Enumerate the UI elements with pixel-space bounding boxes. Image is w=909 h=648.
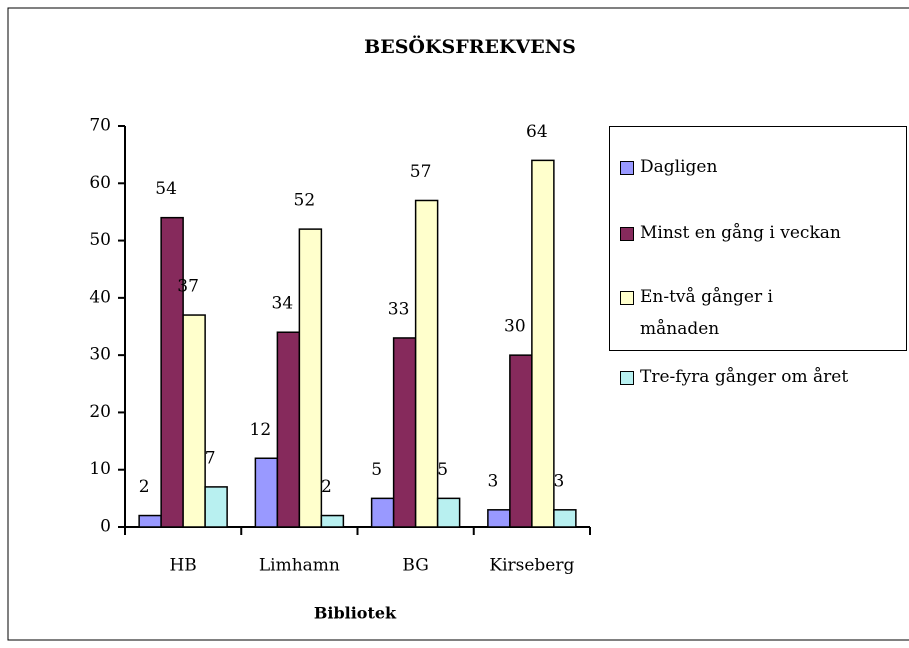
bar: [254, 457, 279, 528]
bar: [182, 314, 206, 528]
data-label: 52: [294, 191, 316, 211]
y-tick-label: 0: [100, 517, 111, 537]
data-label: 12: [250, 420, 272, 440]
bar: [370, 497, 395, 528]
chart-border: [7, 7, 909, 641]
data-label: 33: [388, 299, 410, 319]
data-label: 57: [410, 162, 432, 182]
bar: [414, 199, 439, 528]
legend-swatch: [620, 371, 634, 385]
bar: [160, 216, 184, 528]
y-tick-label: 70: [89, 116, 111, 136]
data-label: 30: [504, 317, 526, 337]
bar: [553, 509, 577, 528]
data-label: 34: [272, 294, 294, 314]
y-tick-label: 10: [89, 459, 111, 479]
bar: [392, 337, 417, 528]
bar: [531, 159, 555, 528]
legend-item: Dagligen: [620, 151, 900, 183]
legend-item: Tre-fyra gånger om året: [620, 361, 900, 393]
data-label: 2: [321, 477, 332, 497]
legend-swatch: [620, 227, 634, 241]
bar: [509, 354, 533, 528]
data-label: 37: [177, 277, 199, 297]
data-label: 2: [139, 477, 150, 497]
x-axis-title: Bibliotek: [314, 604, 397, 623]
legend-item: Minst en gång i veckan: [620, 217, 900, 249]
bar: [298, 228, 323, 528]
legend-swatch: [620, 161, 634, 175]
legend: Dagligen Minst en gång i veckan En-två gån…: [609, 126, 907, 387]
y-tick-label: 40: [89, 287, 111, 307]
chart-title: BESÖKSFREKVENS: [364, 35, 576, 58]
bar: [276, 331, 301, 528]
legend-label: Tre-fyra gånger om året: [640, 367, 849, 387]
x-tick-label: HB: [169, 556, 196, 576]
data-label: 7: [205, 448, 216, 468]
y-tick-label: 50: [89, 230, 111, 250]
data-label: 64: [526, 122, 548, 142]
legend-swatch: [620, 291, 634, 305]
bar: [204, 486, 228, 528]
legend-label: En-två gånger i månaden: [640, 287, 773, 339]
data-label: 3: [553, 471, 564, 491]
x-tick-label: Kirseberg: [489, 556, 574, 576]
y-tick-label: 60: [89, 173, 111, 193]
x-tick-label: Limhamn: [259, 556, 340, 576]
bar: [138, 514, 162, 528]
y-tick-label: 30: [89, 345, 111, 365]
data-label: 3: [487, 471, 498, 491]
bar: [320, 514, 345, 528]
data-label: 5: [371, 460, 382, 480]
legend-label: Dagligen: [640, 157, 718, 177]
legend-label: Minst en gång i veckan: [640, 223, 841, 243]
data-label: 5: [437, 460, 448, 480]
bar: [487, 509, 511, 528]
y-tick-label: 20: [89, 402, 111, 422]
bar: [436, 497, 461, 528]
data-label: 54: [155, 179, 177, 199]
x-tick-label: BG: [402, 556, 428, 576]
legend-item: En-två gånger i månaden: [620, 281, 820, 345]
